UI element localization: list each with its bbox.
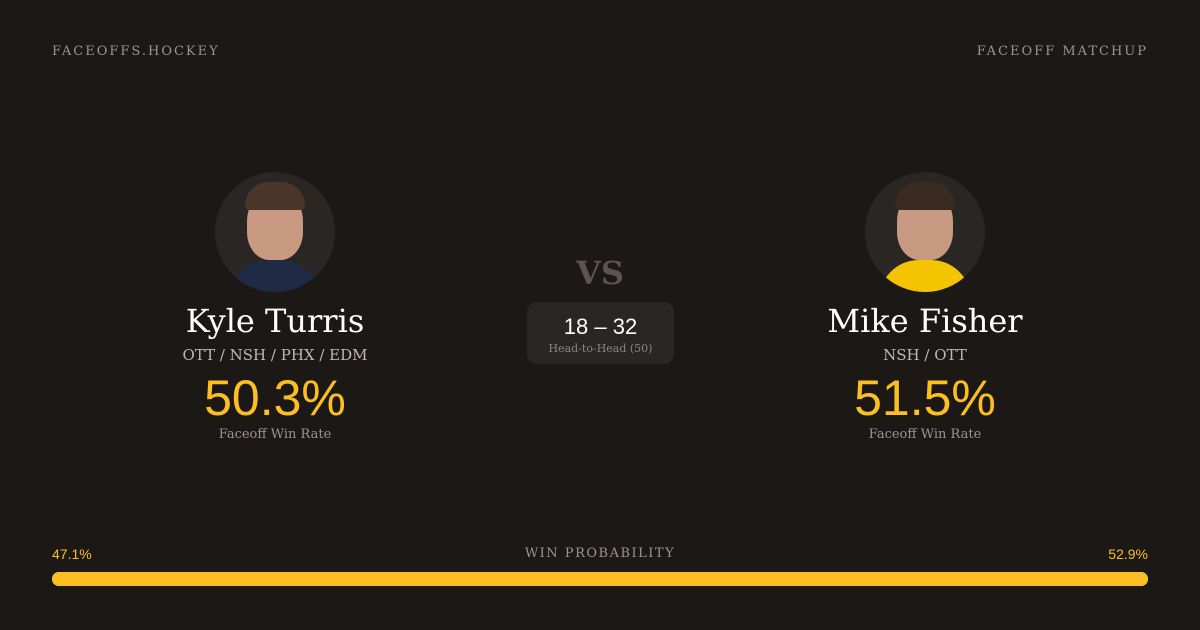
player-teams: NSH / OTT bbox=[883, 346, 967, 364]
player-name: Mike Fisher bbox=[827, 302, 1023, 340]
player-name: Kyle Turris bbox=[185, 302, 365, 340]
right-probability: 52.9% bbox=[1108, 546, 1148, 562]
head-to-head-box: 18 – 32 Head-to-Head (50) bbox=[527, 302, 674, 364]
head-to-head-label: Head-to-Head (50) bbox=[548, 342, 653, 355]
win-rate: 51.5% bbox=[854, 370, 996, 426]
avatar bbox=[215, 172, 335, 292]
win-rate-label: Faceoff Win Rate bbox=[218, 426, 332, 442]
player-card-left: Kyle Turris OTT / NSH / PHX / EDM 50.3% … bbox=[75, 172, 475, 442]
win-probability-label: WIN PROBABILITY bbox=[524, 546, 676, 561]
brand-logo-text: FACEOFFS.HOCKEY bbox=[52, 44, 220, 59]
win-rate: 50.3% bbox=[204, 370, 346, 426]
left-probability-segment bbox=[52, 572, 569, 586]
win-probability-bar bbox=[52, 572, 1148, 586]
versus-label: VS bbox=[576, 254, 624, 292]
head-to-head-score: 18 – 32 bbox=[563, 314, 638, 339]
left-probability: 47.1% bbox=[52, 546, 92, 562]
player-card-right: Mike Fisher NSH / OTT 51.5% Faceoff Win … bbox=[725, 172, 1125, 442]
win-rate-label: Faceoff Win Rate bbox=[868, 426, 982, 442]
page-tag: FACEOFF MATCHUP bbox=[976, 44, 1148, 59]
avatar bbox=[865, 172, 985, 292]
player-teams: OTT / NSH / PHX / EDM bbox=[182, 346, 368, 364]
right-probability-segment bbox=[568, 572, 1148, 586]
